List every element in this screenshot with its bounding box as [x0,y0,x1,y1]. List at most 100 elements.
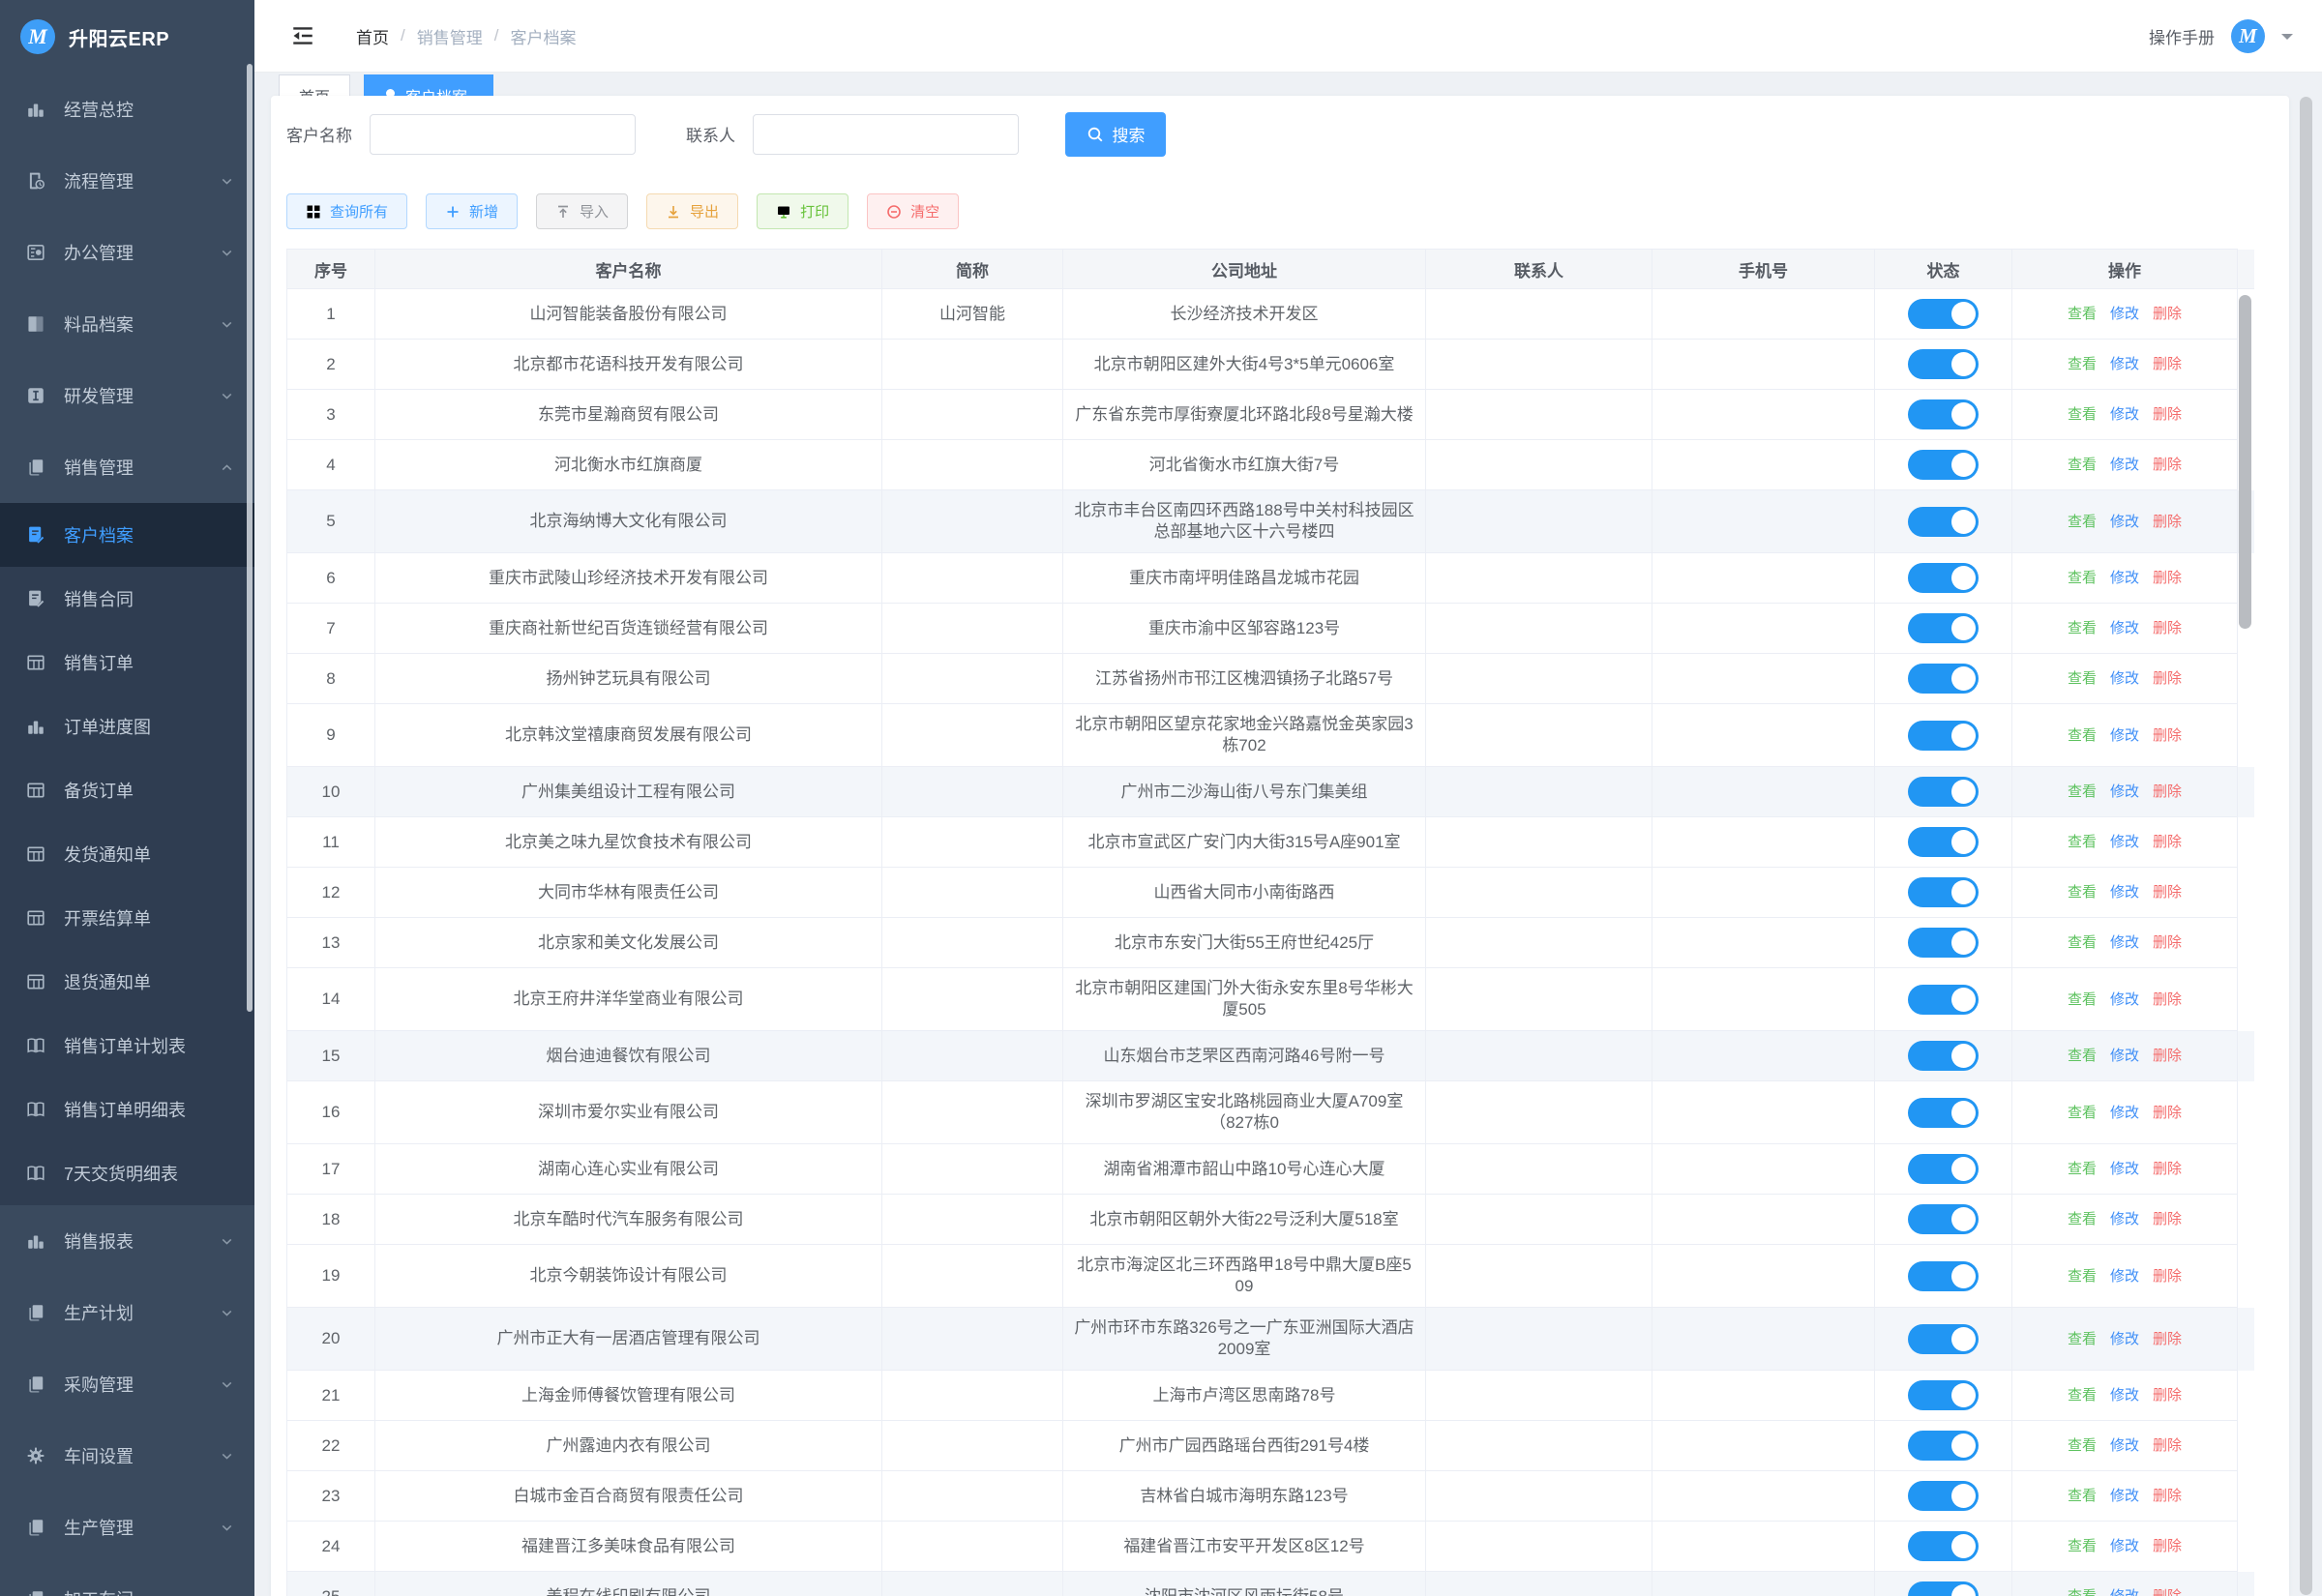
edit-link[interactable]: 修改 [2109,990,2139,1008]
sidebar-item-business-control[interactable]: 经营总控 [0,74,254,145]
delete-link[interactable]: 删除 [2153,1104,2183,1121]
sidebar-item-delivery-notice[interactable]: 发货通知单 [0,822,254,886]
sidebar-item-delivery-7day-detail[interactable]: 7天交货明细表 [0,1141,254,1205]
edit-link[interactable]: 修改 [2109,783,2139,800]
contact-input[interactable] [753,113,1019,155]
status-toggle[interactable] [1908,928,1979,958]
add-button[interactable]: 新增 [426,193,519,229]
view-link[interactable]: 查看 [2067,1538,2097,1554]
search-button[interactable]: 搜索 [1065,111,1166,157]
view-link[interactable]: 查看 [2067,1437,2097,1454]
sidebar-item-production-mgmt[interactable]: 生产管理 [0,1492,254,1563]
import-button[interactable]: 导入 [536,193,629,229]
delete-link[interactable]: 删除 [2153,1048,2183,1064]
print-button[interactable]: 打印 [757,193,849,229]
status-toggle[interactable] [1908,1204,1979,1234]
view-link[interactable]: 查看 [2067,1104,2097,1121]
delete-link[interactable]: 删除 [2153,1387,2183,1404]
status-toggle[interactable] [1908,1154,1979,1184]
sidebar-item-customer-archive[interactable]: 客户档案 [0,503,254,567]
status-toggle[interactable] [1908,349,1979,379]
view-link[interactable]: 查看 [2067,1048,2097,1064]
sidebar-item-office-mgmt[interactable]: 办公管理 [0,217,254,288]
status-toggle[interactable] [1908,1097,1979,1128]
breadcrumb-sales-mgmt[interactable]: 销售管理 [416,28,483,47]
view-link[interactable]: 查看 [2067,620,2097,636]
edit-link[interactable]: 修改 [2109,1437,2139,1454]
edit-link[interactable]: 修改 [2109,513,2139,530]
delete-link[interactable]: 删除 [2153,457,2183,473]
edit-link[interactable]: 修改 [2109,1488,2139,1504]
sidebar-item-rnd-mgmt[interactable]: 研发管理 [0,360,254,431]
view-link[interactable]: 查看 [2067,834,2097,850]
status-toggle[interactable] [1908,450,1979,480]
sidebar-item-sales-order-plan[interactable]: 销售订单计划表 [0,1014,254,1078]
sidebar-item-return-notice[interactable]: 退货通知单 [0,950,254,1014]
export-button[interactable]: 导出 [646,193,739,229]
sidebar-item-material-archive[interactable]: 料品档案 [0,288,254,360]
edit-link[interactable]: 修改 [2109,306,2139,322]
edit-link[interactable]: 修改 [2109,1387,2139,1404]
view-link[interactable]: 查看 [2067,1161,2097,1177]
view-link[interactable]: 查看 [2067,1211,2097,1227]
delete-link[interactable]: 删除 [2153,1211,2183,1227]
sidebar-item-sales-order[interactable]: 销售订单 [0,631,254,695]
edit-link[interactable]: 修改 [2109,1104,2139,1121]
view-link[interactable]: 查看 [2067,1330,2097,1347]
manual-link[interactable]: 操作手册 [2149,28,2215,47]
edit-link[interactable]: 修改 [2109,726,2139,744]
status-toggle[interactable] [1908,877,1979,907]
sidebar-collapse-icon[interactable] [290,23,315,48]
view-link[interactable]: 查看 [2067,570,2097,586]
status-toggle[interactable] [1908,1323,1979,1354]
status-toggle[interactable] [1908,720,1979,751]
delete-link[interactable]: 删除 [2153,934,2183,951]
edit-link[interactable]: 修改 [2109,570,2139,586]
edit-link[interactable]: 修改 [2110,1588,2139,1596]
sidebar-item-workshop-setting[interactable]: 车间设置 [0,1420,254,1492]
delete-link[interactable]: 删除 [2153,783,2183,800]
edit-link[interactable]: 修改 [2109,620,2139,636]
view-link[interactable]: 查看 [2067,670,2097,687]
user-menu-caret-icon[interactable] [2281,34,2293,45]
edit-link[interactable]: 修改 [2109,884,2139,901]
status-toggle[interactable] [1908,1380,1979,1410]
view-link[interactable]: 查看 [2067,1267,2097,1285]
view-link[interactable]: 查看 [2067,513,2097,530]
delete-link[interactable]: 删除 [2153,670,2183,687]
delete-link[interactable]: 删除 [2153,1588,2182,1596]
delete-link[interactable]: 删除 [2153,834,2183,850]
sidebar-scrollbar[interactable] [247,64,253,1012]
delete-link[interactable]: 删除 [2153,306,2183,322]
status-toggle[interactable] [1908,506,1979,537]
status-toggle[interactable] [1908,984,1979,1015]
status-toggle[interactable] [1908,827,1979,857]
sidebar-item-order-progress[interactable]: 订单进度图 [0,695,254,758]
status-toggle[interactable] [1908,1531,1979,1561]
status-toggle[interactable] [1908,1260,1979,1291]
status-toggle[interactable] [1908,664,1979,694]
view-link[interactable]: 查看 [2067,406,2097,423]
edit-link[interactable]: 修改 [2109,1330,2139,1347]
view-link[interactable]: 查看 [2067,783,2097,800]
breadcrumb-home[interactable]: 首页 [356,28,389,47]
status-toggle[interactable] [1908,1481,1979,1511]
edit-link[interactable]: 修改 [2109,457,2139,473]
delete-link[interactable]: 删除 [2153,1488,2183,1504]
clear-button[interactable]: 清空 [867,193,960,229]
delete-link[interactable]: 删除 [2153,990,2183,1008]
delete-link[interactable]: 删除 [2153,406,2183,423]
edit-link[interactable]: 修改 [2109,1267,2139,1285]
status-toggle[interactable] [1908,1041,1979,1071]
view-link[interactable]: 查看 [2067,306,2097,322]
sidebar-item-sales-report[interactable]: 销售报表 [0,1205,254,1277]
edit-link[interactable]: 修改 [2109,934,2139,951]
status-toggle[interactable] [1908,613,1979,643]
delete-link[interactable]: 删除 [2153,1437,2183,1454]
user-avatar[interactable]: M [2231,18,2265,53]
view-link[interactable]: 查看 [2067,990,2097,1008]
table-scrollbar[interactable] [2239,295,2251,629]
edit-link[interactable]: 修改 [2109,670,2139,687]
sidebar-item-production-plan[interactable]: 生产计划 [0,1277,254,1348]
view-link[interactable]: 查看 [2067,934,2097,951]
